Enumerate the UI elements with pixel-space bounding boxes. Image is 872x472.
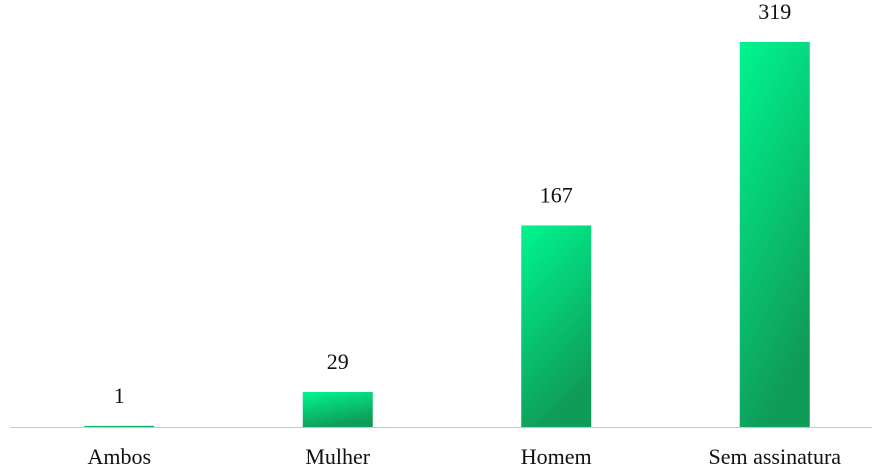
- x-tick-label: Homem: [521, 444, 592, 469]
- bar: [739, 42, 810, 427]
- value-label: 167: [540, 182, 573, 207]
- bar: [521, 225, 592, 427]
- value-label: 319: [758, 0, 791, 24]
- x-tick-label: Sem assinatura: [708, 444, 841, 469]
- value-label: 29: [327, 349, 349, 374]
- bar: [302, 392, 373, 427]
- x-tick-label: Mulher: [305, 444, 370, 469]
- x-tick-label: Ambos: [87, 444, 151, 469]
- bar: [84, 425, 155, 427]
- value-label: 1: [114, 383, 125, 408]
